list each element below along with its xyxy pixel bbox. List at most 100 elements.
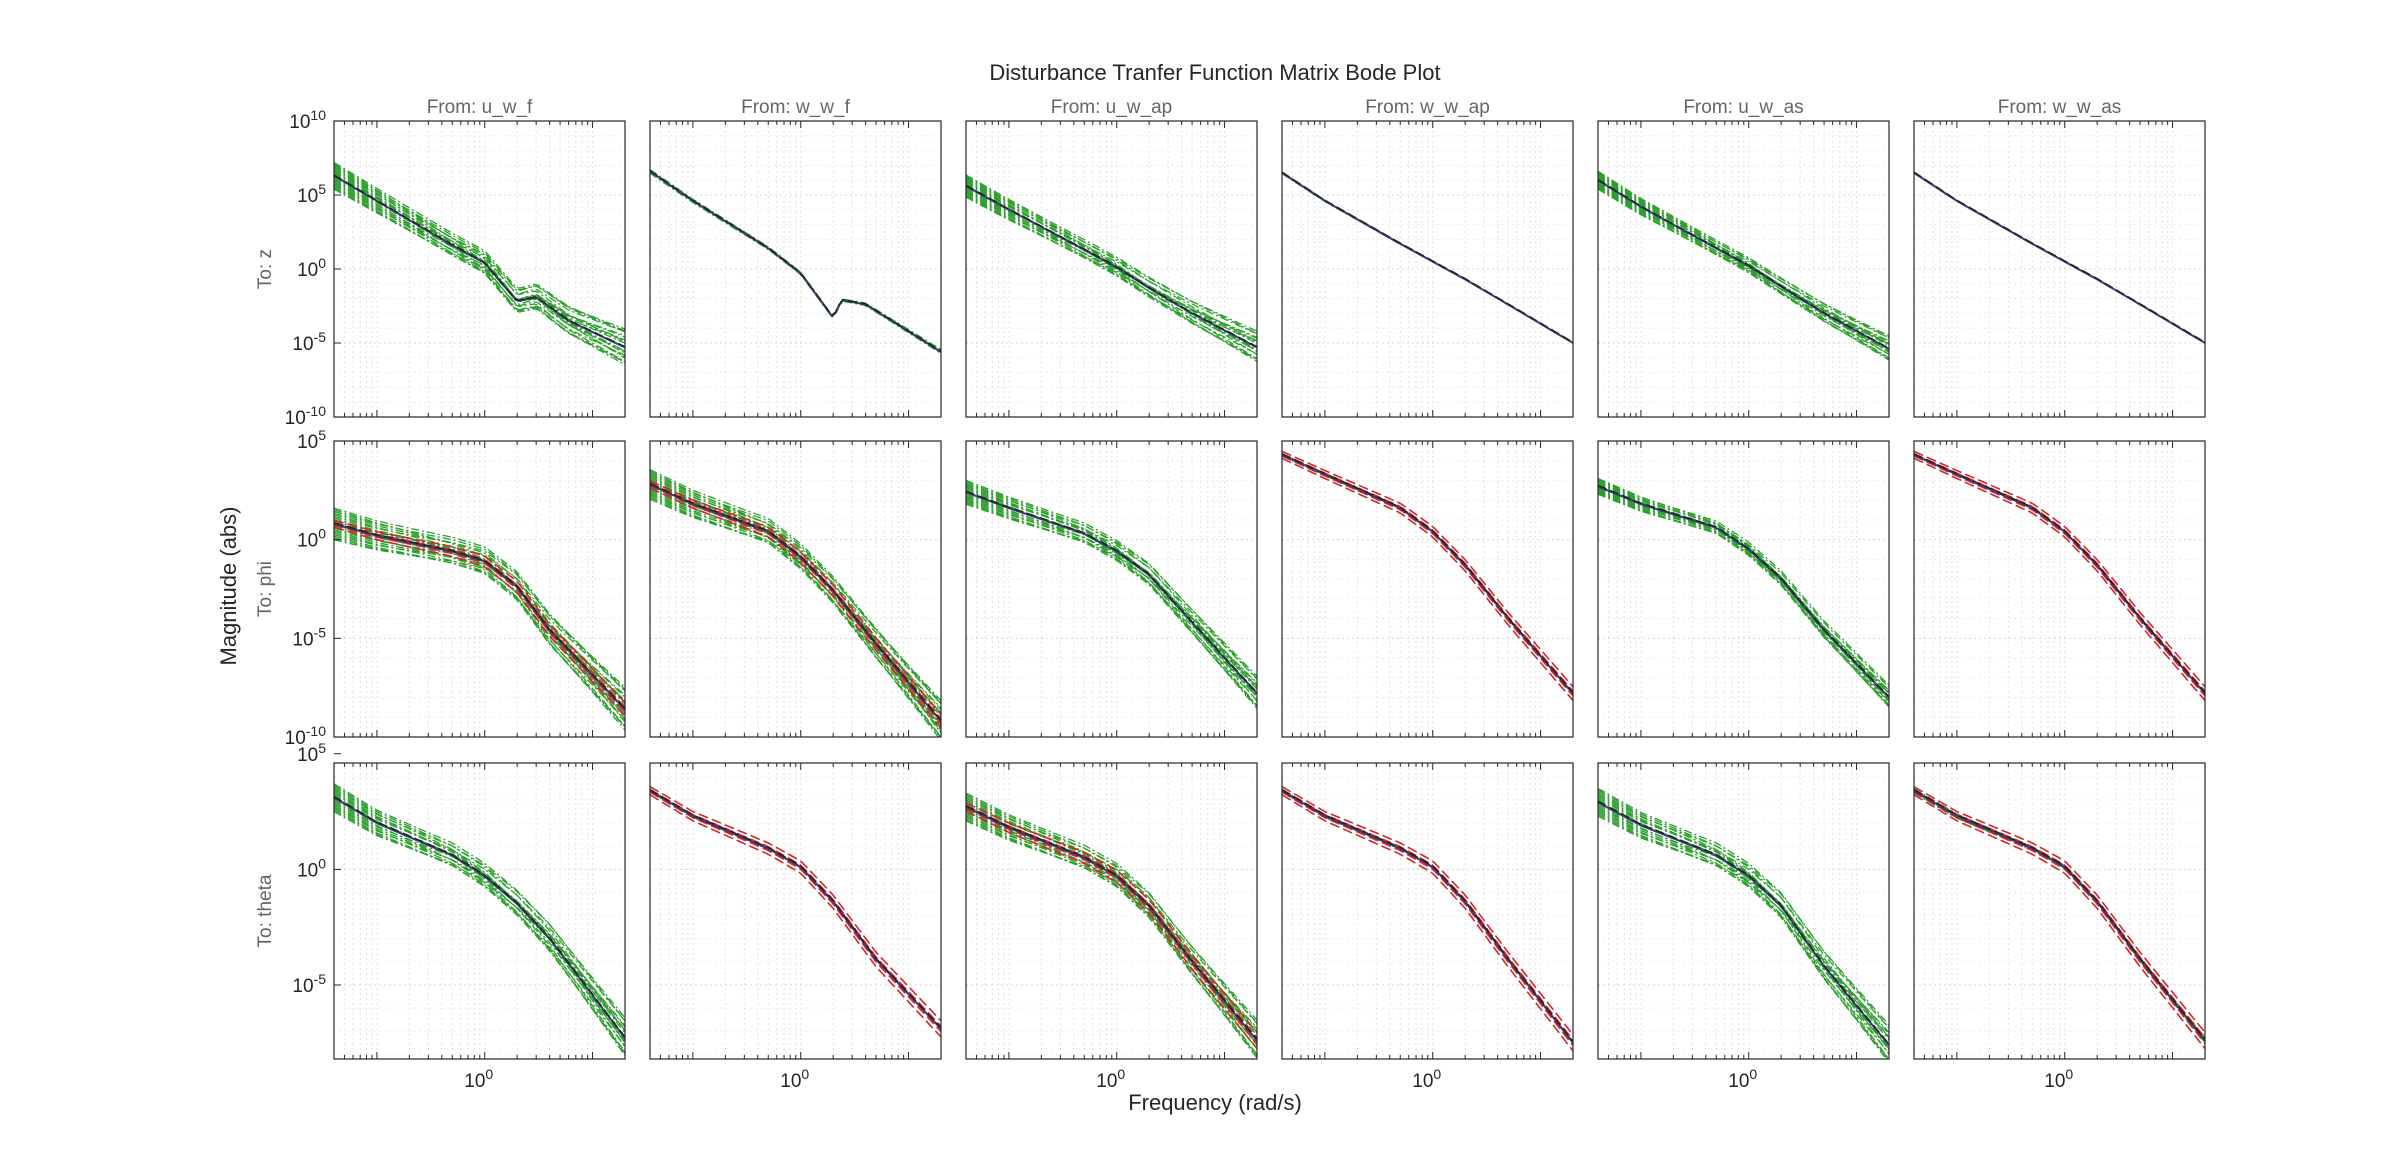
grid [1914,121,2205,417]
alternate-response-line [650,794,941,1038]
reference-response-line [650,170,941,352]
output-label: To: z [255,249,276,289]
curves [1598,170,1889,361]
perturbed-response-line [1598,483,1889,706]
grid [1598,763,1889,1059]
y-tick-label: 1010 [289,107,326,133]
reference-response-line [334,795,625,1038]
grid [334,121,625,417]
curves [1598,787,1889,1059]
perturbed-response-line [334,789,625,1044]
reference-response-line [650,789,941,1029]
reference-response-line [1914,453,2205,694]
alternate-response-line [1914,786,2205,1033]
perturbed-response-line [334,164,625,333]
subplot-theta-from-w_w_as: 100 [1913,762,2206,1092]
grid [334,763,625,1059]
perturbed-response-line [966,485,1257,699]
reference-response-line [966,184,1257,348]
alternate-response-line [334,524,625,713]
alternate-response-line [334,519,625,704]
perturbed-response-line [1598,481,1889,699]
perturbed-response-line [966,175,1257,343]
perturbed-response-line [334,802,625,1043]
perturbed-response-line [1598,812,1889,1059]
grid [1598,441,1889,737]
input-label: From: w_w_ap [1365,97,1490,118]
reference-response-line [1914,171,2205,343]
perturbed-response-line [334,514,625,722]
grid [334,441,625,737]
subplot-theta-from-w_w_ap: 100 [1281,762,1574,1092]
subplot-theta-from-w_w_f: 100 [649,762,942,1092]
perturbed-response-line [966,178,1257,332]
subplot-phi-from-w_w_f [649,440,942,738]
alternate-response-line [966,802,1257,1033]
input-label: From: u_w_f [427,97,533,118]
reference-response-line [966,805,1257,1040]
nominal-response-line [1282,453,1573,695]
perturbed-response-line [966,191,1257,360]
perturbed-response-line [1598,173,1889,337]
perturbed-response-line [334,537,625,720]
subplot-theta-from-u_w_as: 100 [1597,762,1890,1092]
perturbed-response-line [1598,794,1889,1051]
curves [1598,477,1889,708]
reference-response-line [1282,789,1573,1043]
y-tick-label: 10-5 [292,329,326,355]
alternate-response-line [1282,791,1573,1046]
perturbed-response-line [334,170,625,354]
input-label: From: u_w_as [1683,97,1803,118]
input-label: From: w_w_f [741,97,850,118]
curves [334,161,625,366]
alternate-response-line [1914,457,2205,702]
perturbed-response-line [334,171,625,352]
perturbed-response-line [1598,186,1889,360]
perturbed-response-line [1598,787,1889,1029]
perturbed-response-line [966,820,1257,1034]
perturbed-response-line [1598,797,1889,1029]
alternate-response-line [650,484,941,725]
alternate-response-line [966,807,1257,1044]
alternate-response-line [1282,455,1573,697]
perturbed-response-line [334,182,625,363]
perturbed-response-line [650,469,941,704]
nominal-response-line [650,789,941,1030]
perturbed-response-line [966,479,1257,680]
grid [966,121,1257,417]
perturbed-response-line [334,786,625,1048]
subplot-z-from-u_w_f: 1010 105 100 10-5 10-10 [285,107,626,429]
reference-response-line [334,522,625,709]
alternate-response-line [1914,455,2205,697]
grid [1282,763,1573,1059]
y-tick-label: 10-5 [292,624,326,650]
reference-response-line [1282,171,1573,343]
alternate-response-line [650,791,941,1033]
perturbed-response-line [1598,181,1889,361]
perturbed-response-line [1598,177,1889,339]
subplot-z-from-w_w_ap [1281,120,1574,418]
subplot-z-from-u_w_ap [965,120,1258,418]
alternate-response-line [650,480,941,715]
curves [1282,786,1573,1052]
output-label: To: theta [255,874,276,947]
perturbed-response-line [334,187,625,356]
perturbed-response-line [966,496,1257,698]
x-tick-label: 100 [1096,1066,1125,1092]
perturbed-response-line [1598,179,1889,347]
grid [1282,121,1573,417]
perturbed-response-line [650,492,941,737]
curves [1282,450,1573,702]
alternate-response-line [1914,794,2205,1050]
reference-response-line [650,482,941,721]
perturbed-response-line [334,788,625,1019]
y-tick-label: 100 [297,526,326,552]
perturbed-response-line [966,177,1257,355]
curves [334,507,625,731]
perturbed-response-line [1598,815,1889,1038]
perturbed-response-line [966,489,1257,706]
perturbed-response-line [1598,183,1889,352]
nominal-response-line [1914,453,2205,695]
curves [966,792,1257,1059]
y-tick-label: 10-5 [292,971,326,997]
